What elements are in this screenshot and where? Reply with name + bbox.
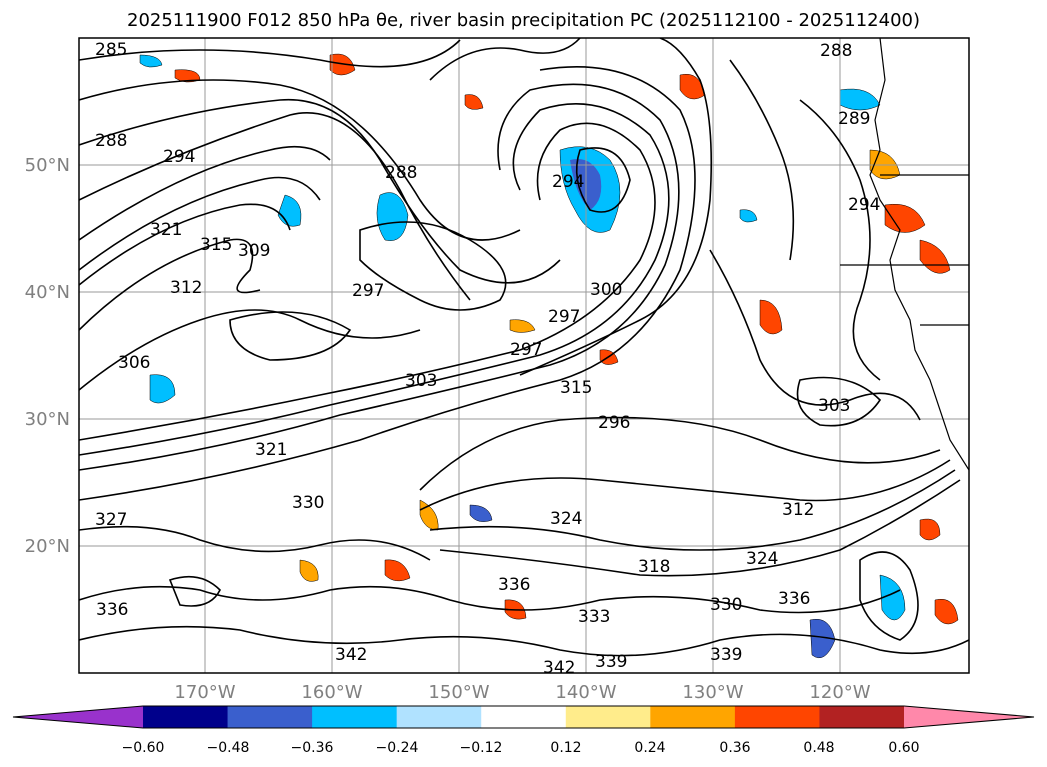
- colorbar-segment: [312, 706, 398, 728]
- lon-label-170w: 170°W: [174, 682, 235, 703]
- svg-text:318: 318: [638, 557, 670, 577]
- svg-text:315: 315: [200, 235, 232, 255]
- svg-text:333: 333: [578, 607, 610, 627]
- svg-text:294: 294: [552, 172, 584, 192]
- svg-text:289: 289: [838, 109, 870, 129]
- colorbar-ticks: −0.60 −0.48 −0.36 −0.24 −0.12 0.12 0.24 …: [122, 740, 920, 756]
- lat-label-50n: 50°N: [25, 155, 70, 176]
- svg-text:296: 296: [598, 413, 630, 433]
- svg-text:336: 336: [498, 575, 530, 595]
- colorbar-tick-label: 0.24: [634, 740, 665, 756]
- colorbar-segment: [650, 706, 736, 728]
- map-frame: [78, 37, 970, 674]
- map-background: [79, 38, 969, 673]
- colorbar-tick-label: 0.48: [803, 740, 834, 756]
- colorbar-segment: [227, 706, 313, 728]
- colorbar-extend-left: [13, 706, 143, 728]
- colorbar-tick-label: −0.24: [376, 740, 419, 756]
- svg-text:330: 330: [292, 493, 324, 513]
- svg-text:321: 321: [255, 440, 287, 460]
- svg-text:336: 336: [778, 589, 810, 609]
- svg-text:288: 288: [385, 163, 417, 183]
- svg-text:312: 312: [782, 500, 814, 520]
- longitude-labels: 170°W 160°W 150°W 140°W 130°W 120°W: [174, 682, 870, 703]
- svg-text:339: 339: [595, 652, 627, 672]
- colorbar-tick-label: −0.36: [291, 740, 334, 756]
- svg-text:330: 330: [710, 595, 742, 615]
- svg-text:300: 300: [590, 280, 622, 300]
- svg-text:288: 288: [820, 41, 852, 61]
- svg-text:297: 297: [548, 307, 580, 327]
- svg-text:336: 336: [96, 600, 128, 620]
- colorbar-tick-label: 0.60: [888, 740, 919, 756]
- svg-text:303: 303: [818, 396, 850, 416]
- colorbar: −0.60 −0.48 −0.36 −0.24 −0.12 0.12 0.24 …: [12, 705, 1035, 756]
- colorbar-segment: [396, 706, 482, 728]
- theta-e-contours: [79, 38, 969, 657]
- colorbar-segment: [819, 706, 905, 728]
- map-title: 2025111900 F012 850 hPa θe, river basin …: [127, 10, 920, 31]
- lon-label-160w: 160°W: [301, 682, 362, 703]
- svg-text:342: 342: [335, 645, 367, 665]
- lat-label-30n: 30°N: [25, 409, 70, 430]
- svg-text:324: 324: [550, 509, 582, 529]
- colorbar-outline: [12, 705, 1035, 729]
- svg-text:297: 297: [352, 281, 384, 301]
- svg-text:339: 339: [710, 645, 742, 665]
- svg-text:309: 309: [238, 241, 270, 261]
- colorbar-tick-label: −0.12: [460, 740, 503, 756]
- lon-label-120w: 120°W: [809, 682, 870, 703]
- svg-text:321: 321: [150, 220, 182, 240]
- colorbar-tick-label: 0.12: [550, 740, 581, 756]
- lon-label-130w: 130°W: [682, 682, 743, 703]
- svg-text:315: 315: [560, 378, 592, 398]
- lat-label-40n: 40°N: [25, 282, 70, 303]
- colorbar-segment: [481, 706, 567, 728]
- svg-text:342: 342: [543, 658, 575, 678]
- colorbar-segment: [143, 706, 229, 728]
- colorbar-tick-label: −0.48: [207, 740, 250, 756]
- colorbar-segment: [565, 706, 651, 728]
- svg-text:312: 312: [170, 278, 202, 298]
- svg-text:306: 306: [118, 353, 150, 373]
- coastline: [840, 38, 969, 471]
- lat-label-20n: 20°N: [25, 536, 70, 557]
- lon-label-140w: 140°W: [555, 682, 616, 703]
- colorbar-extend-right: [904, 706, 1034, 728]
- contour-labels: 285 288 288 294 294 297 297 297 300 303 …: [95, 40, 880, 678]
- lon-label-150w: 150°W: [428, 682, 489, 703]
- svg-text:327: 327: [95, 510, 127, 530]
- graticule: [79, 38, 969, 673]
- colorbar-tick-label: −0.60: [122, 740, 165, 756]
- colorbar-tick-label: 0.36: [719, 740, 750, 756]
- latitude-labels: 50°N 40°N 30°N 20°N: [25, 155, 70, 557]
- svg-text:324: 324: [746, 549, 778, 569]
- svg-text:285: 285: [95, 40, 127, 60]
- svg-text:303: 303: [405, 371, 437, 391]
- colorbar-segment: [734, 706, 820, 728]
- svg-text:294: 294: [848, 195, 880, 215]
- colorbar-segments: [143, 706, 905, 728]
- svg-text:288: 288: [95, 131, 127, 151]
- svg-text:294: 294: [163, 147, 195, 167]
- svg-text:297: 297: [510, 340, 542, 360]
